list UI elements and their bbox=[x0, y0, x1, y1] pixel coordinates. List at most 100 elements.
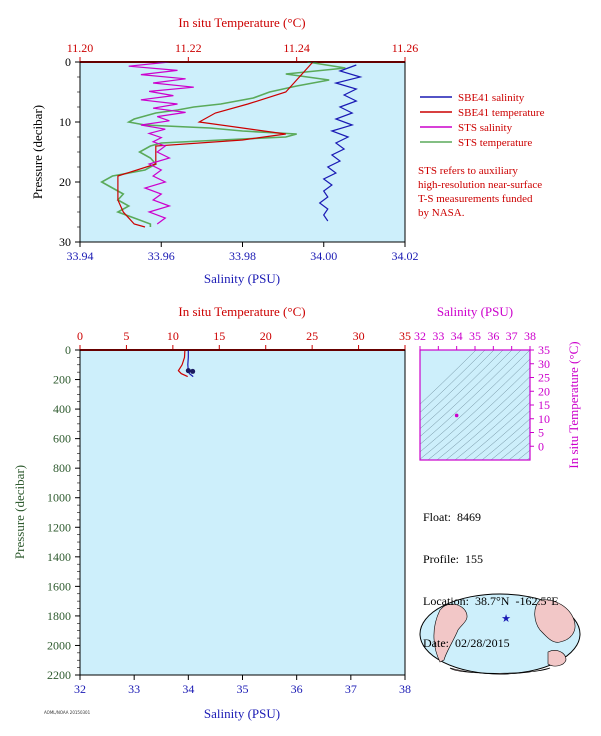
top-chart: In situ Temperature (°C) Salinity (PSU) … bbox=[30, 15, 419, 286]
float-info: Float: 8469 Profile: 155 Location: 38.7°… bbox=[423, 482, 559, 664]
bottom-pres-tick-label: 1800 bbox=[47, 609, 71, 623]
profile-number: Profile: 155 bbox=[423, 552, 483, 566]
bottom-pres-tick-label: 1200 bbox=[47, 520, 71, 534]
bottom-temp-tick-label: 0 bbox=[77, 329, 83, 343]
ts-temp-axis-title: In situ Temperature (°C) bbox=[566, 341, 581, 468]
legend: SBE41 salinity SBE41 temperature STS sal… bbox=[418, 92, 545, 219]
ts-isopycnal bbox=[420, 350, 504, 430]
ts-temp-tick-label: 25 bbox=[538, 371, 550, 385]
ts-frame bbox=[419, 349, 531, 461]
bottom-sal-tick-label: 36 bbox=[291, 682, 303, 696]
profile-date: Date: 02/28/2015 bbox=[423, 636, 510, 650]
top-temp-axis-title: In situ Temperature (°C) bbox=[178, 15, 305, 30]
ts-isopycnal bbox=[499, 434, 530, 460]
bottom-chart: In situ Temperature (°C) Salinity (PSU) … bbox=[12, 304, 411, 721]
bottom-series bbox=[177, 349, 196, 378]
ts-sal-tick-label: 37 bbox=[506, 329, 518, 343]
ts-points bbox=[454, 413, 459, 418]
top-pres-tick-label: 30 bbox=[59, 235, 71, 249]
ts-isopycnal bbox=[427, 367, 530, 460]
ts-sal-tick-label: 36 bbox=[487, 329, 499, 343]
legend-note-line-4: by NASA. bbox=[418, 207, 465, 219]
ts-temp-tick-label: 0 bbox=[538, 439, 544, 453]
top-frame bbox=[79, 61, 406, 243]
bottom-pres-tick-label: 0 bbox=[65, 343, 71, 357]
ts-isopycnal bbox=[481, 418, 530, 460]
bottom-temp-tick-label: 10 bbox=[167, 329, 179, 343]
legend-note-line-3: T-S measurements funded bbox=[418, 193, 533, 205]
bottom-pres-tick-label: 200 bbox=[53, 373, 71, 387]
ts-isopycnal bbox=[420, 350, 522, 445]
ts-temp-tick-label: 5 bbox=[538, 426, 544, 440]
legend-note-line-2: high-resolution near-surface bbox=[418, 179, 542, 191]
ts-sal-tick-label: 33 bbox=[432, 329, 444, 343]
ts-isopycnal bbox=[420, 358, 530, 460]
world-map: ★ bbox=[419, 593, 581, 675]
top-sal-tick-label: 33.96 bbox=[148, 249, 175, 263]
bottom-plot-area bbox=[80, 350, 405, 675]
top-series-sts-temperature bbox=[100, 61, 346, 227]
float-id: Float: 8469 bbox=[423, 510, 482, 524]
bottom-sal-tick-label: 37 bbox=[345, 682, 357, 696]
legend-note-line-1: STS refers to auxiliary bbox=[418, 165, 518, 177]
bottom-pres-tick-label: 1600 bbox=[47, 579, 71, 593]
bottom-temp-tick-label: 25 bbox=[306, 329, 318, 343]
top-sal-tick-label: 34.00 bbox=[310, 249, 337, 263]
ts-isopycnal bbox=[420, 350, 477, 405]
bottom-salinity-axis-title: Salinity (PSU) bbox=[204, 706, 280, 721]
bottom-series-sbe41-temperature bbox=[177, 349, 188, 378]
bottom-pres-tick-label: 2200 bbox=[47, 668, 71, 682]
bottom-ticks: 0 5 10 15 20 25 30 35 32 33 34 35 36 37 38 0 200 400 600 80… bbox=[47, 329, 411, 696]
bottom-temp-tick-label: 20 bbox=[260, 329, 272, 343]
bottom-pres-tick-label: 400 bbox=[53, 402, 71, 416]
ts-temp-tick-label: 20 bbox=[538, 384, 550, 398]
legend-label-sts-salinity: STS salinity bbox=[458, 122, 513, 134]
ts-isopycnal bbox=[508, 442, 530, 460]
top-sal-tick-label: 33.94 bbox=[67, 249, 94, 263]
ts-sal-tick-label: 34 bbox=[451, 329, 463, 343]
ts-isopycnal bbox=[490, 426, 530, 460]
ts-isopycnal bbox=[436, 376, 530, 460]
top-salinity-axis-title: Salinity (PSU) bbox=[204, 271, 280, 286]
bottom-temp-tick-label: 15 bbox=[213, 329, 225, 343]
top-series bbox=[100, 61, 363, 228]
bottom-pres-tick-label: 1000 bbox=[47, 491, 71, 505]
top-temp-tick-label: 11.22 bbox=[175, 41, 202, 55]
bottom-marker bbox=[185, 368, 191, 374]
ts-diagram: Salinity (PSU) In situ Temperature (°C) … bbox=[414, 304, 581, 469]
top-pres-tick-label: 10 bbox=[59, 115, 71, 129]
top-pres-tick-label: 0 bbox=[65, 55, 71, 69]
top-series-sts-salinity bbox=[128, 61, 194, 225]
top-temp-tick-label: 11.24 bbox=[283, 41, 310, 55]
bottom-temp-tick-label: 35 bbox=[399, 329, 411, 343]
ts-temp-tick-label: 35 bbox=[538, 343, 550, 357]
ts-isopycnal bbox=[472, 410, 530, 460]
top-temp-tick-label: 11.26 bbox=[392, 41, 419, 55]
ts-isopycnal bbox=[463, 401, 530, 460]
bottom-temp-tick-label: 5 bbox=[123, 329, 129, 343]
ts-sal-tick-label: 35 bbox=[469, 329, 481, 343]
legend-label-sbe41-temperature: SBE41 temperature bbox=[458, 107, 545, 119]
bottom-pressure-axis-title: Pressure (decibar) bbox=[12, 465, 27, 559]
map-land-asia bbox=[534, 599, 576, 643]
bottom-pres-tick-label: 1400 bbox=[47, 550, 71, 564]
bottom-sal-tick-label: 35 bbox=[237, 682, 249, 696]
top-ticks: 11.20 11.22 11.24 11.26 33.94 33.96 33.98 34.00… bbox=[59, 41, 419, 263]
float-location-star-icon: ★ bbox=[501, 612, 511, 625]
ts-sal-tick-label: 38 bbox=[524, 329, 536, 343]
map-land-americas bbox=[433, 603, 468, 663]
ts-isopycnals bbox=[420, 350, 530, 460]
top-temp-tick-label: 11.20 bbox=[67, 41, 94, 55]
top-sal-tick-label: 33.98 bbox=[229, 249, 256, 263]
ts-isopycnal bbox=[420, 350, 513, 437]
ts-salinity-axis-title: Salinity (PSU) bbox=[437, 304, 513, 319]
bottom-sal-tick-label: 38 bbox=[399, 682, 411, 696]
top-sal-tick-label: 34.02 bbox=[392, 249, 419, 263]
ts-temp-tick-label: 30 bbox=[538, 357, 550, 371]
bottom-series-sbe41-salinity bbox=[187, 350, 194, 378]
ts-isopycnal bbox=[420, 350, 495, 422]
bottom-sal-tick-label: 33 bbox=[128, 682, 140, 696]
legend-label-sbe41-salinity: SBE41 salinity bbox=[458, 92, 525, 104]
